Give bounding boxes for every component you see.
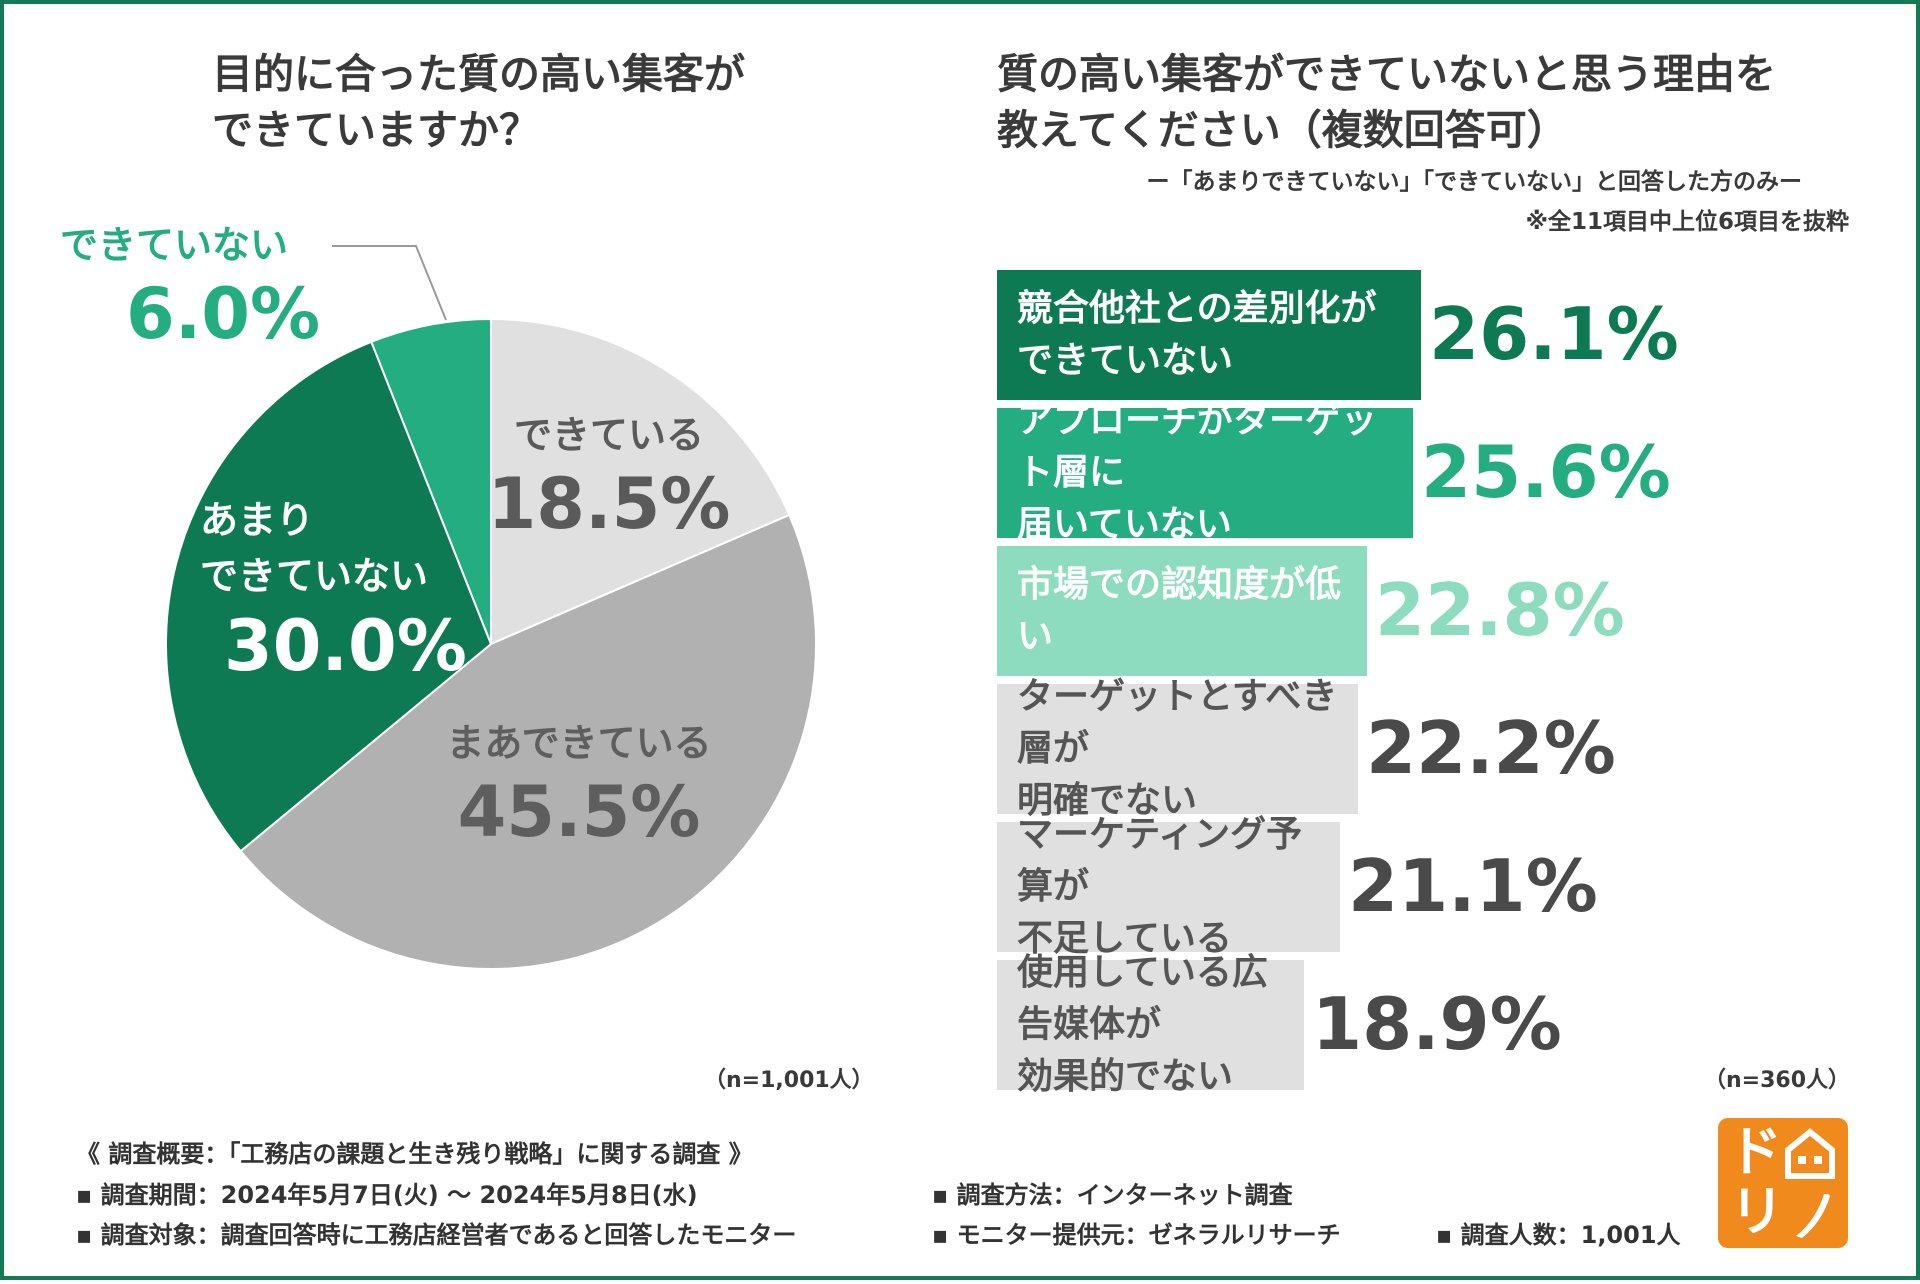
bar-category-label: アプローチがターゲット層に 届いていない [1017, 400, 1378, 545]
survey-period: ▪ 調査期間：2024年5月7日(火) ～ 2024年5月8日(水) [76, 1181, 698, 1209]
bar-value-label: 18.9% [1312, 982, 1562, 1066]
bar-category-label: マーケティング予算が 不足している [1017, 814, 1303, 959]
logo-text-top: ド [1728, 1120, 1782, 1183]
bar-subtitle: ー「あまりできていない」「できていない」と回答した方のみー [1146, 169, 1803, 195]
bar-value-label: 25.6% [1421, 430, 1671, 514]
bar-sample-size: （n=360人） [1704, 1068, 1851, 1093]
dorino-logo-icon: ド リ [1718, 1118, 1848, 1248]
bar-value-label: 26.1% [1429, 292, 1679, 376]
pie-slice-dekiteinai [370, 317, 492, 645]
survey-method: ▪ 調査方法：インターネット調査 [932, 1181, 1293, 1209]
bar-value-label: 22.2% [1366, 706, 1616, 790]
pie-slice-maa-dekiteiru [239, 513, 817, 970]
slice-label-value: 45.5% [457, 771, 701, 853]
survey-summary: 《 調査概要：「工務店の課題と生き残り戦略」に関する調査 》 [76, 1140, 753, 1168]
slice-label-text: あまり できていない [200, 498, 429, 598]
bar-category-label: 競合他社との差別化が できていない [1017, 288, 1377, 381]
bar-title: 質の高い集客ができていないと思う理由を 教えてください（複数回答可） [997, 50, 1776, 154]
bar-mark: マーケティング予算が 不足している [997, 814, 1340, 959]
pie-sample-size: （n=1,001人） [704, 1068, 874, 1093]
logo-text-bottom: リ [1730, 1180, 1784, 1243]
bar-value-label: 22.8% [1375, 568, 1625, 652]
slice-label-amari-dekiteinai: あまり できていない 30.0% [182, 492, 472, 688]
bar-value-label: 21.1% [1348, 844, 1598, 928]
logo-house-icon [1785, 1128, 1835, 1179]
slice-label-value: 30.0% [224, 605, 467, 687]
logo-slash-icon [1796, 1194, 1830, 1238]
slice-label-value: 18.5% [487, 463, 731, 545]
bar-mark: 競合他社との差別化が できていない [997, 270, 1421, 400]
bar-mark: 使用している広告媒体が 効果的でない [997, 952, 1304, 1097]
slice-label-text: まあできている [446, 721, 712, 765]
slice-label-value: 6.0% [126, 273, 321, 355]
bar-mark: アプローチがターゲット層に 届いていない [997, 400, 1413, 545]
pie-title: 目的に合った質の高い集客が できていますか？ [212, 50, 745, 154]
bar-category-label: 使用している広告媒体が 効果的でない [1017, 952, 1268, 1097]
slice-label-dekiteiru: できている 18.5% [474, 408, 744, 546]
bar-category-label: ターゲットとすべき層が 明確でない [1017, 676, 1338, 821]
survey-target: ▪ 調査対象：調査回答時に工務店経営者であると回答したモニター [76, 1221, 797, 1249]
slice-label-maa-dekiteiru: まあできている 45.5% [414, 716, 744, 854]
bar-mark: 市場での認知度が低い [997, 546, 1367, 676]
pie-slice-dekiteiru [490, 317, 791, 646]
slice-label-dekiteinai: できていない 6.0% [60, 218, 320, 356]
survey-count: ▪ 調査人数：1,001人 [1436, 1221, 1681, 1249]
leader-line [332, 245, 447, 321]
slice-label-text: できている [513, 413, 704, 457]
bar-category-label: 市場での認知度が低い [1017, 564, 1342, 657]
bar-mark: ターゲットとすべき層が 明確でない [997, 676, 1358, 821]
bar-footnote: ※全11項目中上位6項目を抜粋 [1525, 209, 1849, 235]
slice-label-text: できていない [60, 223, 289, 267]
survey-provider: ▪ モニター提供元：ゼネラルリサーチ [932, 1221, 1341, 1249]
pie-chart [165, 245, 817, 970]
pie-slice-amari-dekiteinai [165, 340, 493, 853]
